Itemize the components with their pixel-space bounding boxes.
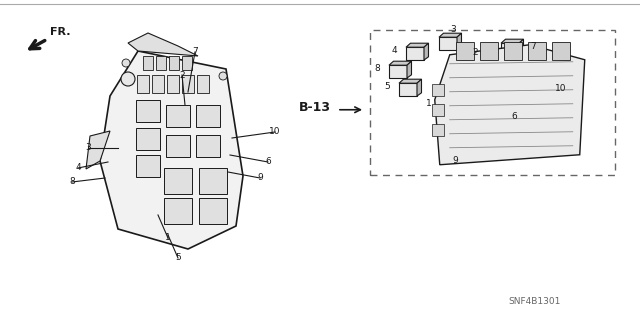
Bar (197, 75, 209, 93)
Polygon shape (457, 33, 461, 50)
Bar (370, 30, 615, 175)
Bar (166, 105, 190, 127)
Text: 5: 5 (175, 254, 181, 263)
Bar (432, 124, 444, 136)
Polygon shape (446, 143, 464, 156)
Bar (167, 75, 179, 93)
Polygon shape (501, 39, 524, 43)
Bar (136, 155, 160, 177)
Polygon shape (389, 65, 407, 78)
Text: 8: 8 (69, 177, 75, 187)
Text: 5: 5 (384, 82, 390, 91)
Circle shape (121, 72, 135, 86)
Polygon shape (461, 56, 483, 60)
Bar (166, 135, 190, 157)
Text: 7: 7 (192, 48, 198, 56)
Text: 10: 10 (269, 128, 281, 137)
Bar (164, 198, 192, 224)
Circle shape (219, 72, 227, 80)
Bar (432, 104, 444, 116)
Circle shape (122, 59, 130, 67)
Text: 6: 6 (265, 158, 271, 167)
Bar (432, 84, 444, 96)
Polygon shape (461, 60, 479, 73)
Polygon shape (483, 109, 506, 113)
Polygon shape (519, 39, 524, 56)
Text: SNF4B1301: SNF4B1301 (509, 296, 561, 306)
Text: 3: 3 (451, 25, 456, 34)
Text: 8: 8 (374, 64, 380, 73)
Text: 1: 1 (426, 99, 432, 108)
Polygon shape (389, 61, 412, 65)
Bar (182, 75, 194, 93)
Bar (136, 100, 160, 122)
Bar (152, 75, 164, 93)
Polygon shape (459, 96, 463, 113)
Bar (182, 56, 192, 70)
Polygon shape (100, 51, 243, 249)
Bar (196, 105, 220, 127)
Bar (199, 198, 227, 224)
Bar (164, 168, 192, 194)
Bar (196, 135, 220, 157)
Polygon shape (407, 61, 412, 78)
Polygon shape (441, 96, 463, 100)
Polygon shape (435, 45, 585, 165)
Bar (137, 75, 149, 93)
Polygon shape (544, 81, 548, 98)
Text: 9: 9 (257, 174, 263, 182)
Polygon shape (441, 100, 459, 113)
Bar (199, 168, 227, 194)
Polygon shape (501, 43, 519, 56)
Text: 7: 7 (530, 42, 536, 51)
Bar (169, 56, 179, 70)
Bar (552, 42, 570, 60)
Polygon shape (526, 81, 548, 85)
Polygon shape (439, 33, 461, 37)
Polygon shape (86, 131, 110, 169)
Polygon shape (464, 139, 468, 156)
Bar (480, 42, 498, 60)
Text: FR.: FR. (30, 27, 70, 49)
Polygon shape (128, 33, 198, 56)
Polygon shape (483, 113, 501, 126)
Polygon shape (439, 37, 457, 50)
Polygon shape (406, 43, 429, 47)
Polygon shape (406, 47, 424, 60)
Polygon shape (399, 83, 417, 96)
Polygon shape (446, 139, 468, 143)
Bar (136, 128, 160, 150)
Polygon shape (417, 79, 422, 96)
Bar (504, 42, 522, 60)
Bar (528, 42, 546, 60)
Text: B-13: B-13 (299, 101, 331, 114)
Polygon shape (479, 56, 483, 73)
Bar (156, 56, 166, 70)
Text: 2: 2 (179, 70, 185, 79)
Text: 2: 2 (472, 48, 478, 57)
Text: 9: 9 (452, 156, 458, 165)
Text: 4: 4 (75, 164, 81, 173)
Polygon shape (501, 109, 506, 126)
Bar (143, 56, 153, 70)
Bar (456, 42, 474, 60)
Polygon shape (526, 85, 544, 98)
Text: 6: 6 (512, 112, 518, 121)
Text: 1: 1 (165, 234, 171, 242)
Polygon shape (424, 43, 429, 60)
Text: 3: 3 (85, 144, 91, 152)
Polygon shape (399, 79, 422, 83)
Text: 4: 4 (392, 46, 397, 55)
Text: 10: 10 (555, 84, 566, 93)
